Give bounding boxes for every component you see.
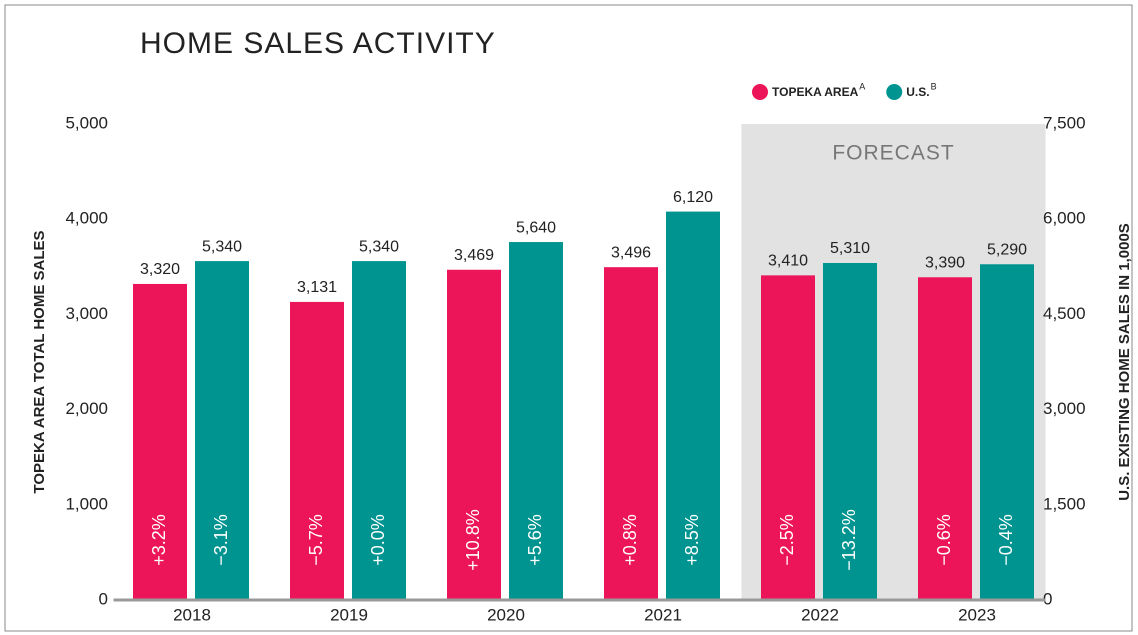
bar: [604, 267, 658, 600]
legend-superscript: A: [859, 81, 865, 91]
value-label: 3,410: [768, 253, 808, 270]
x-tick-label: 2018: [173, 605, 211, 624]
value-label: 5,290: [987, 241, 1027, 258]
y-tick-label: 4,000: [65, 209, 108, 228]
y2-tick-label: 7,500: [1043, 113, 1086, 132]
change-label: −0.6%: [934, 514, 954, 566]
bar: [133, 283, 187, 600]
value-label: 5,640: [516, 219, 556, 236]
bar: [918, 277, 972, 600]
x-tick-label: 2021: [644, 605, 682, 624]
bar: [823, 262, 877, 600]
bar: [195, 261, 249, 600]
legend-superscript: B: [931, 81, 937, 91]
change-label: +10.8%: [463, 509, 483, 571]
x-tick-label: 2019: [330, 605, 368, 624]
value-label: 6,120: [673, 189, 713, 206]
bar: [352, 261, 406, 600]
y2-tick-label: 0: [1043, 589, 1052, 608]
y2-tick-label: 3,000: [1043, 399, 1086, 418]
value-label: 5,340: [359, 238, 399, 255]
value-label: 3,390: [925, 254, 965, 271]
bar: [447, 269, 501, 600]
value-label: 3,469: [454, 247, 494, 264]
frame: [4, 4, 1133, 632]
change-label: −2.5%: [777, 514, 797, 566]
change-label: −3.1%: [211, 514, 231, 566]
value-label: 3,131: [297, 279, 337, 296]
value-label: 5,340: [202, 238, 242, 255]
legend-swatch: [886, 84, 903, 100]
bar: [509, 242, 563, 600]
change-label: −5.7%: [306, 514, 326, 566]
y2-tick-label: 6,000: [1043, 209, 1086, 228]
change-label: +0.0%: [368, 514, 388, 566]
x-tick-label: 2020: [487, 605, 525, 624]
y-tick-label: 5,000: [65, 113, 108, 132]
change-label: +3.2%: [149, 514, 169, 566]
change-label: +0.8%: [620, 514, 640, 566]
y2-tick-label: 1,500: [1043, 494, 1086, 513]
value-label: 3,320: [140, 261, 180, 278]
legend-label: U.S.: [906, 85, 929, 99]
x-tick-label: 2022: [801, 605, 839, 624]
y-axis-title: TOPEKA AREA TOTAL HOME SALES: [31, 230, 48, 493]
x-tick-label: 2023: [958, 605, 996, 624]
legend-label: TOPEKA AREA: [772, 85, 859, 99]
chart-title: HOME SALES ACTIVITY: [140, 27, 496, 60]
y2-tick-label: 4,500: [1043, 304, 1086, 323]
value-label: 3,496: [611, 244, 651, 261]
change-label: +5.6%: [525, 514, 545, 566]
change-label: −0.4%: [996, 514, 1016, 566]
value-label: 5,310: [830, 240, 870, 257]
change-label: +8.5%: [682, 514, 702, 566]
legend-swatch: [752, 84, 768, 100]
bar: [666, 211, 720, 601]
forecast-label: FORECAST: [832, 142, 954, 165]
bar: [980, 264, 1034, 600]
bar: [761, 275, 815, 600]
y-tick-label: 2,000: [65, 399, 108, 418]
y-tick-label: 0: [99, 589, 108, 608]
y2-axis-title: U.S. EXISTING HOME SALES IN 1,000S: [1116, 223, 1133, 501]
y-tick-label: 1,000: [65, 494, 108, 513]
change-label: −13.2%: [839, 509, 859, 571]
bar: [290, 301, 344, 600]
y-tick-label: 3,000: [65, 304, 108, 323]
